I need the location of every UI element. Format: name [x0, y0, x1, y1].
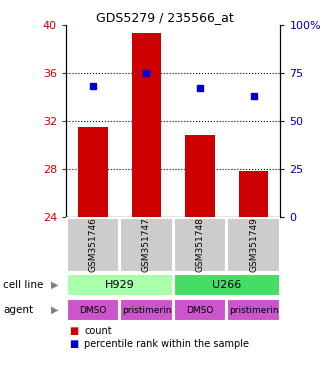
Text: U266: U266 [212, 280, 242, 290]
Text: DMSO: DMSO [186, 306, 214, 314]
Text: count: count [84, 326, 112, 336]
Text: ■: ■ [69, 326, 79, 336]
Bar [78, 127, 108, 217]
Bar [67, 274, 173, 296]
Text: GSM351749: GSM351749 [249, 217, 258, 272]
Text: percentile rank within the sample: percentile rank within the sample [84, 339, 249, 349]
Bar [227, 217, 280, 272]
Text: agent: agent [3, 305, 33, 315]
Bar [227, 299, 280, 321]
Bar [120, 217, 173, 272]
Text: pristimerin: pristimerin [229, 306, 279, 314]
Text: pristimerin: pristimerin [122, 306, 171, 314]
Bar [174, 274, 280, 296]
Text: DMSO: DMSO [79, 306, 107, 314]
Text: H929: H929 [105, 280, 135, 290]
Bar [239, 171, 268, 217]
Text: ▶: ▶ [51, 280, 58, 290]
Bar [67, 299, 119, 321]
Bar [174, 217, 226, 272]
Bar [120, 299, 173, 321]
Bar [132, 33, 161, 217]
Text: ■: ■ [69, 339, 79, 349]
Text: ▶: ▶ [51, 305, 58, 315]
Text: GSM351748: GSM351748 [196, 217, 205, 272]
Text: GSM351746: GSM351746 [88, 217, 97, 272]
Bar [67, 217, 119, 272]
Bar [185, 136, 215, 217]
Text: cell line: cell line [3, 280, 44, 290]
Text: GSM351747: GSM351747 [142, 217, 151, 272]
Text: GDS5279 / 235566_at: GDS5279 / 235566_at [96, 12, 234, 25]
Bar [174, 299, 226, 321]
